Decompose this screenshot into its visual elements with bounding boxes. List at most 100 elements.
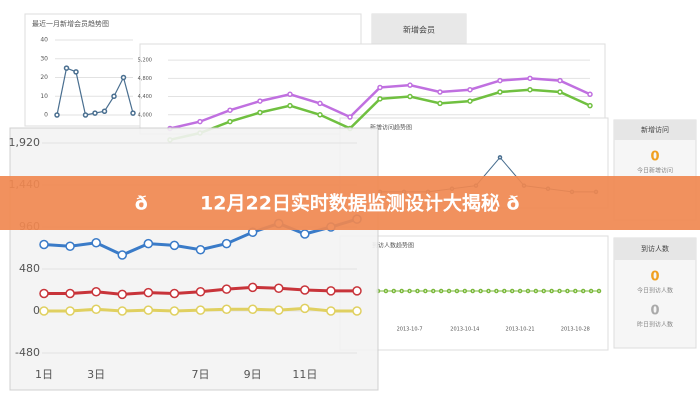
front-panel	[9, 127, 379, 391]
data-point	[117, 289, 127, 300]
data-point	[541, 288, 546, 294]
data-point	[486, 288, 491, 294]
data-point	[525, 288, 531, 294]
data-point	[527, 86, 533, 93]
data-point	[383, 288, 389, 294]
data-point	[247, 282, 258, 293]
stat-caption: 昨日到访人数	[637, 321, 673, 329]
y-tick-label: 4,000	[138, 112, 152, 118]
data-point	[73, 69, 79, 75]
data-point	[549, 288, 554, 294]
data-point	[39, 239, 49, 250]
data-point	[143, 238, 154, 249]
data-point	[317, 112, 323, 118]
data-point	[347, 114, 353, 120]
data-point	[438, 288, 444, 294]
data-point	[326, 286, 336, 296]
data-point	[399, 288, 404, 294]
data-point	[91, 287, 101, 297]
data-point	[54, 112, 60, 118]
data-point	[573, 288, 578, 294]
panel-header	[614, 120, 696, 140]
data-point	[82, 112, 89, 118]
chart-title: 到访人数趋势图	[372, 242, 414, 250]
data-point	[517, 288, 523, 294]
y-tick-label: 0	[44, 112, 48, 119]
panel-title: 到访人数	[641, 244, 669, 253]
y-tick-label: 4,400	[138, 94, 152, 100]
x-tick-label: 2013-10-14	[450, 327, 479, 333]
data-point	[565, 288, 570, 294]
data-point	[407, 288, 412, 294]
data-point	[317, 100, 323, 107]
data-point	[533, 288, 539, 294]
data-point	[497, 89, 503, 95]
data-point	[143, 287, 154, 298]
y-tick-label: 10	[40, 93, 48, 100]
data-point	[65, 306, 75, 316]
stat-value: 0	[650, 150, 659, 165]
y-tick-label: 5,200	[138, 58, 152, 64]
data-point	[415, 288, 420, 294]
data-point	[557, 77, 563, 84]
data-point	[587, 102, 593, 109]
data-point	[326, 306, 336, 316]
data-point	[169, 306, 180, 316]
data-point	[300, 303, 310, 314]
x-tick-label: 11日	[292, 368, 317, 381]
data-point	[257, 98, 263, 104]
x-tick-label: 2013-10-7	[397, 327, 423, 333]
data-point	[287, 102, 293, 109]
data-point	[467, 98, 473, 104]
panel-header	[372, 14, 466, 44]
data-point	[494, 288, 499, 294]
data-point	[478, 288, 483, 294]
data-point	[221, 304, 232, 314]
data-point	[120, 74, 127, 81]
data-point	[587, 91, 593, 98]
data-point	[580, 288, 586, 294]
x-tick-label: 2013-10-21	[506, 327, 535, 333]
data-point	[221, 284, 232, 294]
data-point	[467, 86, 473, 93]
panel-title: 新增访问	[641, 125, 669, 134]
x-tick-label: 9日	[244, 368, 262, 381]
data-point	[101, 108, 108, 114]
y-tick-label: 480	[19, 262, 40, 275]
data-point	[117, 306, 127, 316]
data-point	[300, 229, 310, 239]
data-point	[117, 250, 127, 260]
data-point	[423, 288, 428, 294]
data-point	[274, 283, 284, 293]
data-point	[437, 89, 443, 95]
data-point	[169, 240, 180, 251]
data-point	[227, 107, 233, 113]
data-point	[454, 288, 460, 294]
panel-title: 新增会员	[403, 25, 435, 35]
data-point	[557, 89, 563, 95]
data-point	[195, 245, 206, 255]
data-point	[462, 288, 468, 294]
data-point	[257, 109, 263, 116]
data-point	[557, 288, 562, 294]
data-point	[446, 288, 452, 294]
data-point	[287, 91, 293, 98]
panel	[339, 235, 609, 351]
stat-caption: 今日到访人数	[637, 287, 673, 295]
y-tick-label: 20	[40, 74, 48, 81]
data-point	[169, 288, 180, 299]
data-point	[92, 110, 98, 116]
data-point	[197, 118, 203, 125]
data-point	[497, 155, 503, 160]
data-point	[391, 288, 397, 294]
y-tick-label: -480	[15, 346, 40, 359]
data-point	[91, 238, 101, 248]
data-point	[431, 288, 436, 294]
data-point	[596, 288, 602, 294]
y-tick-label: 40	[40, 37, 48, 44]
data-point	[221, 238, 232, 249]
data-point	[65, 288, 75, 299]
data-point	[407, 82, 413, 88]
chart-title: 新增访问趋势图	[370, 124, 412, 132]
